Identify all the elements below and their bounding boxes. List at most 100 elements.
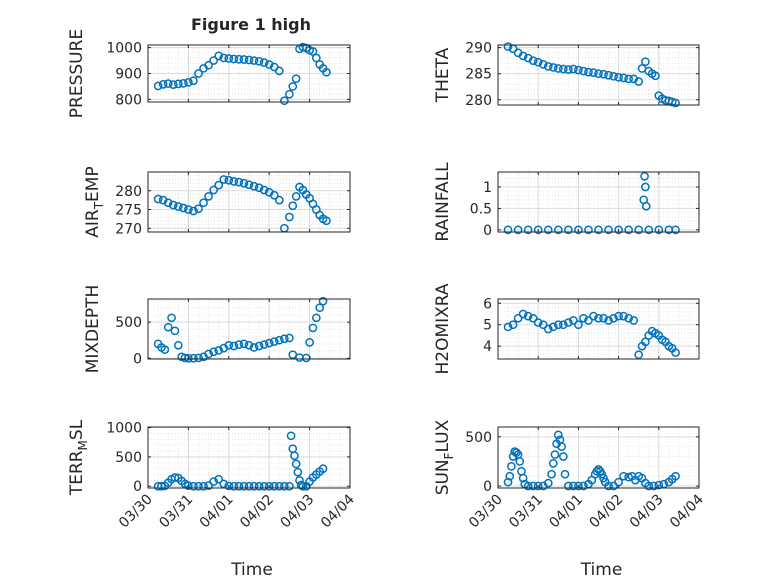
x-tick-label: 03/30: [466, 492, 506, 532]
data-point: [199, 198, 208, 208]
data-point: [614, 225, 623, 235]
data-point: [624, 313, 634, 323]
data-point: [569, 481, 578, 491]
data-point: [224, 54, 234, 63]
axes-box: [147, 171, 351, 233]
data-series: [153, 296, 328, 363]
data-point: [170, 473, 180, 482]
data-point: [507, 462, 516, 471]
x-tick-label: 04/04: [667, 491, 707, 531]
data-point: [209, 347, 218, 357]
y-axis-label: PRESSURE: [67, 29, 87, 118]
data-point: [239, 339, 249, 349]
data-point: [518, 309, 528, 319]
data-point: [298, 481, 308, 491]
data-point: [173, 202, 183, 211]
subplot-5: 0 500 MIXDEPTH: [83, 285, 351, 373]
data-point: [274, 195, 284, 205]
y-tick-label: 500: [115, 450, 142, 466]
data-point: [214, 51, 224, 61]
data-point: [214, 180, 224, 190]
data-point: [305, 338, 314, 347]
data-point: [249, 181, 259, 191]
y-tick-label: 800: [115, 92, 142, 108]
y-tick-label: 1000: [106, 421, 142, 437]
data-point: [291, 74, 301, 84]
data-point: [308, 47, 318, 56]
x-tick-label: 04/01: [197, 492, 237, 532]
data-point: [189, 481, 198, 491]
data-point: [543, 324, 553, 334]
data-point: [533, 225, 543, 235]
y-tick-label: 0: [483, 479, 492, 495]
data-point: [564, 481, 573, 491]
data-point: [209, 185, 218, 195]
data-point: [153, 194, 163, 204]
data-series: [153, 42, 331, 106]
data-point: [269, 481, 279, 491]
data-point: [189, 206, 198, 216]
data-point: [244, 180, 254, 190]
data-point: [599, 473, 608, 483]
data-point: [579, 66, 588, 76]
y-tick-label: 0: [133, 351, 142, 367]
data-point: [179, 203, 188, 213]
subplot-2: 280 285 290 THETA: [433, 41, 700, 109]
data-point: [280, 334, 289, 344]
data-point: [274, 335, 284, 345]
data-point: [264, 338, 274, 348]
y-tick-label: 0: [483, 223, 492, 239]
data-point: [584, 316, 593, 325]
data-point: [564, 65, 573, 74]
subplot-4: 0 0.5 1 RAINFALL: [433, 162, 700, 242]
data-point: [239, 481, 249, 491]
x-axis-label: Time: [580, 560, 623, 580]
data-point: [533, 481, 543, 491]
data-point: [234, 481, 244, 491]
data-point: [285, 333, 294, 343]
axes-box: [497, 171, 700, 233]
data-point: [548, 322, 558, 332]
x-tick-label: 04/03: [278, 492, 318, 532]
y-axis-label: H2OMIXRA: [433, 283, 453, 374]
data-point: [285, 481, 294, 491]
data-point: [229, 54, 239, 64]
data-point: [167, 313, 176, 323]
data-point: [157, 481, 166, 491]
data-point: [259, 185, 269, 195]
data-point: [558, 452, 568, 461]
data-point: [671, 98, 680, 108]
data-point: [609, 313, 618, 323]
data-point: [599, 313, 608, 323]
data-point: [219, 479, 229, 489]
data-point: [259, 481, 269, 491]
data-point: [184, 205, 193, 214]
data-point: [503, 42, 513, 51]
data-point: [290, 451, 299, 461]
data-point: [503, 477, 513, 487]
data-series: [503, 309, 680, 360]
subplot-1: 800 900 1000 PRESSURE: [67, 29, 351, 118]
data-point: [168, 80, 178, 89]
data-point: [533, 318, 543, 327]
data-point: [194, 204, 203, 214]
subplot-8: 0 500 03/30 03/31 04/01 04/02 04/03 04/04 Time SU…: [433, 419, 707, 580]
subplot-6: 4 5 6 H2OMIXRA: [433, 283, 700, 375]
data-point: [569, 316, 578, 325]
data-point: [574, 225, 583, 235]
data-point: [274, 481, 284, 491]
data-point: [322, 67, 331, 77]
y-tick-label: 270: [115, 221, 142, 237]
y-axis-label: AIRTEMP: [83, 166, 106, 237]
subplot-7: 0 500 1000 03/30 03/31 04/01 04/02 04/03 04/04 Ti…: [67, 419, 358, 580]
data-point: [641, 337, 650, 347]
data-point: [594, 69, 603, 79]
data-point: [624, 74, 634, 84]
data-point: [560, 469, 570, 479]
data-point: [558, 64, 568, 74]
y-axis-label: THETA: [433, 47, 453, 103]
data-point: [244, 481, 254, 491]
data-point: [508, 320, 518, 330]
axes-box: [497, 298, 700, 360]
data-point: [604, 481, 613, 491]
